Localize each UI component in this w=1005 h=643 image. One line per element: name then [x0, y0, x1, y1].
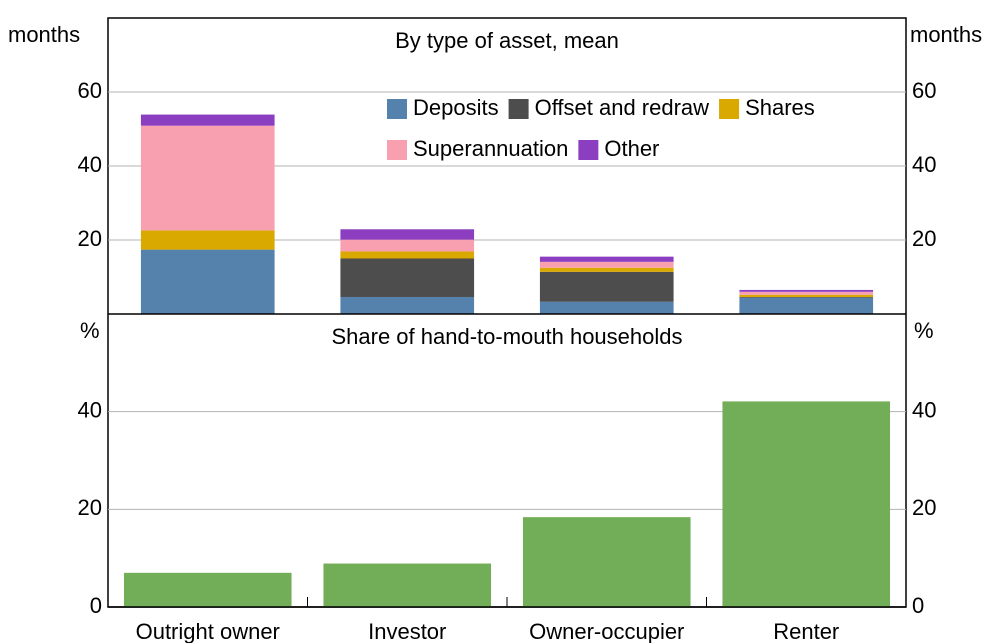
bar-segment	[140, 125, 275, 231]
bar	[722, 401, 891, 607]
y2-unit: %	[914, 318, 934, 343]
legend-swatch	[578, 140, 599, 160]
y2-tick-label: 60	[912, 78, 936, 103]
bar-segment	[340, 229, 475, 240]
y-unit: months	[8, 22, 80, 47]
y-tick-label: 20	[78, 226, 102, 251]
x-tick-label: Outright owner	[136, 619, 280, 643]
bar-segment	[739, 296, 874, 298]
y2-tick-label: 20	[912, 226, 936, 251]
legend-swatch	[387, 140, 407, 160]
bar	[522, 517, 691, 607]
legend-label: Deposits	[413, 95, 499, 120]
bar	[123, 572, 292, 607]
bar-segment	[140, 230, 275, 250]
bar	[323, 563, 492, 607]
y-tick-label: 20	[78, 495, 102, 520]
bar-segment	[340, 251, 475, 259]
x-tick-label: Investor	[368, 619, 446, 643]
y-tick-label: 60	[78, 78, 102, 103]
x-tick-label: Renter	[773, 619, 839, 643]
legend-label: Other	[604, 136, 659, 161]
bar-segment	[739, 297, 874, 314]
legend-label: Shares	[745, 95, 815, 120]
x-tick-label: Owner-occupier	[529, 619, 684, 643]
y-unit: %	[80, 318, 100, 343]
y2-unit: months	[910, 22, 982, 47]
bar-segment	[539, 261, 674, 268]
y2-tick-label: 20	[912, 495, 936, 520]
legend-swatch	[719, 99, 740, 119]
bar-segment	[340, 239, 475, 252]
y2-tick-label: 40	[912, 152, 936, 177]
y-tick-label: 0	[90, 593, 102, 618]
bar-segment	[539, 267, 674, 272]
bar-segment	[539, 301, 674, 314]
bar-segment	[340, 296, 475, 314]
bar-segment	[140, 249, 275, 314]
legend-label: Offset and redraw	[535, 95, 710, 120]
bar-segment	[739, 294, 874, 297]
bar-segment	[739, 291, 874, 295]
y2-tick-label: 40	[912, 397, 936, 422]
panel-title: By type of asset, mean	[395, 28, 619, 53]
bar-segment	[340, 258, 475, 297]
bar-segment	[140, 114, 275, 126]
legend-swatch	[508, 99, 529, 119]
y-tick-label: 40	[78, 397, 102, 422]
bar-segment	[739, 289, 874, 292]
bar-segment	[539, 271, 674, 302]
y2-tick-label: 0	[912, 593, 924, 618]
y-tick-label: 40	[78, 152, 102, 177]
bar-segment	[539, 256, 674, 262]
legend-label: Superannuation	[413, 136, 568, 161]
panel-title: Share of hand-to-mouth households	[331, 324, 682, 349]
legend-swatch	[387, 99, 407, 119]
